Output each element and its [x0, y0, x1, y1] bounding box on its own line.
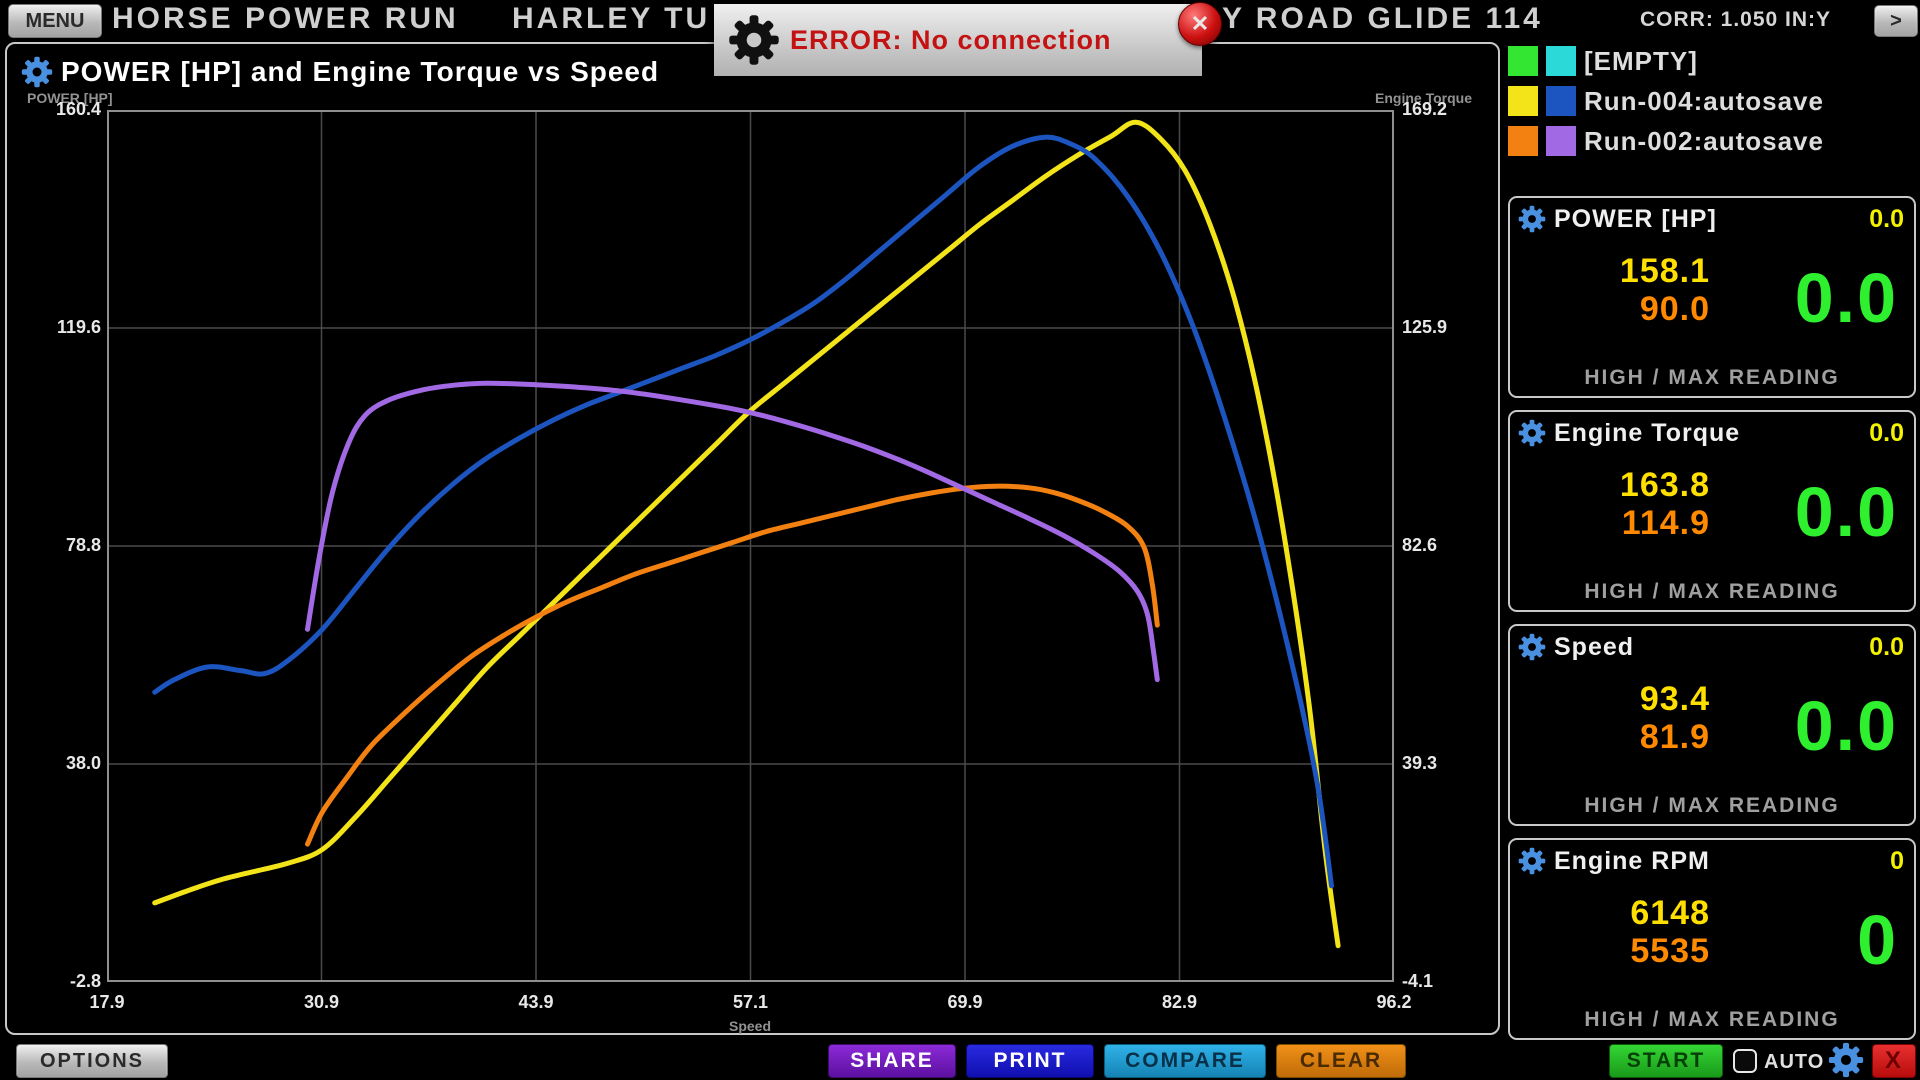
menu-button[interactable]: MENU	[8, 4, 102, 38]
chart-panel: POWER [HP] and Engine Torque vs Speed PO…	[5, 42, 1500, 1035]
panel-footer-label: HIGH / MAX READING	[1584, 580, 1840, 603]
share-button[interactable]: SHARE	[828, 1044, 956, 1078]
panel-live-value: 0.0	[1869, 204, 1904, 233]
panel-live-value: 0.0	[1869, 632, 1904, 661]
panel-title: Engine Torque	[1554, 418, 1741, 447]
legend-swatch	[1546, 46, 1576, 76]
error-close-icon[interactable]: ✕	[1178, 2, 1222, 46]
legend-row-run004[interactable]: Run-004:autosave	[1508, 84, 1824, 118]
x-tick-label: 69.9	[947, 992, 983, 1012]
metric-panel-speed: Speed 0.0 93.4 81.9 0.0 HIGH / MAX READI…	[1508, 624, 1916, 826]
panel-live-value: 0.0	[1869, 418, 1904, 447]
y-right-tick-label: 39.3	[1402, 753, 1438, 773]
run004-high-value: 6148	[1630, 894, 1710, 932]
close-app-button[interactable]: X	[1872, 1044, 1916, 1078]
run002-high-value: 114.9	[1621, 504, 1710, 542]
next-page-button[interactable]: >	[1874, 5, 1918, 37]
y-left-tick-label: 38.0	[65, 753, 101, 773]
x-tick-label: 17.9	[89, 992, 125, 1012]
y-right-tick-label: 82.6	[1402, 535, 1438, 555]
metric-panel-torque: Engine Torque 0.0 163.8 114.9 0.0 HIGH /…	[1508, 410, 1916, 612]
error-dialog: ERROR: No connection ✕	[714, 2, 1222, 76]
current-value: 0.0	[1794, 687, 1898, 765]
run002-high-value: 81.9	[1639, 718, 1710, 756]
x-axis-label: Speed	[728, 1018, 771, 1034]
panel-settings-gear-icon[interactable]	[1518, 205, 1546, 233]
legend-label: Run-002:autosave	[1584, 125, 1824, 156]
y-left-tick-label: -2.8	[69, 971, 101, 991]
chart-title: POWER [HP] and Engine Torque vs Speed	[61, 56, 660, 87]
legend-swatch	[1546, 126, 1576, 156]
legend-swatch	[1508, 86, 1538, 116]
x-tick-label: 43.9	[518, 992, 554, 1012]
correction-factor: CORR: 1.050 IN:Y	[1640, 8, 1832, 31]
run004-high-value: 93.4	[1639, 680, 1710, 718]
panel-title: Engine RPM	[1554, 846, 1710, 875]
start-button[interactable]: START	[1609, 1044, 1723, 1078]
vehicle-title-left: HARLEY TU	[512, 2, 711, 35]
y-left-tick-label: 160.4	[55, 99, 101, 119]
x-tick-label: 96.2	[1376, 992, 1412, 1012]
run002-high-value: 5535	[1630, 932, 1710, 970]
page-title: HORSE POWER RUN	[112, 2, 459, 35]
x-tick-label: 57.1	[732, 992, 769, 1012]
legend-row-run002[interactable]: Run-002:autosave	[1508, 124, 1824, 158]
panel-footer-label: HIGH / MAX READING	[1584, 794, 1840, 817]
error-message: ERROR: No connection	[790, 24, 1112, 55]
settings-gear-icon[interactable]	[1828, 1042, 1864, 1078]
panel-settings-gear-icon[interactable]	[1518, 419, 1546, 447]
right-axis-label: Engine Torque	[1375, 90, 1472, 106]
y-left-tick-label: 78.8	[65, 535, 101, 555]
current-value: 0.0	[1794, 259, 1898, 337]
auto-checkbox-label: AUTO	[1764, 1051, 1825, 1073]
panel-settings-gear-icon[interactable]	[1518, 847, 1546, 875]
run004-high-value: 163.8	[1619, 466, 1710, 504]
panel-footer-label: HIGH / MAX READING	[1584, 1008, 1840, 1031]
error-gear-icon	[728, 14, 780, 66]
clear-button[interactable]: CLEAR	[1276, 1044, 1406, 1078]
x-tick-label: 30.9	[303, 992, 340, 1012]
panel-title: Speed	[1554, 632, 1635, 661]
x-tick-label: 82.9	[1161, 992, 1198, 1012]
legend-swatch	[1508, 126, 1538, 156]
y-right-tick-label: 125.9	[1402, 317, 1448, 337]
panel-settings-gear-icon[interactable]	[1518, 633, 1546, 661]
run002-high-value: 90.0	[1639, 290, 1710, 328]
y-right-tick-label: 169.2	[1402, 99, 1448, 119]
run004-high-value: 158.1	[1619, 252, 1710, 290]
legend-label: [EMPTY]	[1584, 45, 1698, 76]
legend-swatch	[1546, 86, 1576, 116]
panel-title: POWER [HP]	[1554, 204, 1717, 233]
panel-footer-label: HIGH / MAX READING	[1584, 366, 1840, 389]
left-axis-label: POWER [HP]	[27, 90, 113, 106]
options-button[interactable]: OPTIONS	[16, 1044, 168, 1078]
auto-checkbox[interactable]	[1733, 1049, 1757, 1073]
y-left-tick-label: 119.6	[56, 317, 101, 337]
chart-plot	[107, 110, 1394, 982]
legend-row-empty[interactable]: [EMPTY]	[1508, 44, 1698, 78]
panel-live-value: 0	[1890, 846, 1904, 875]
vehicle-title-right: Y ROAD GLIDE 114	[1222, 2, 1543, 35]
legend-swatch	[1508, 46, 1538, 76]
metric-panel-rpm: Engine RPM 0 6148 5535 0 HIGH / MAX READ…	[1508, 838, 1916, 1040]
metric-panel-power: POWER [HP] 0.0 158.1 90.0 0.0 HIGH / MAX…	[1508, 196, 1916, 398]
current-value: 0.0	[1794, 473, 1898, 551]
print-button[interactable]: PRINT	[966, 1044, 1094, 1078]
legend-label: Run-004:autosave	[1584, 85, 1824, 116]
compare-button[interactable]: COMPARE	[1104, 1044, 1266, 1078]
y-right-tick-label: -4.1	[1402, 971, 1434, 991]
current-value: 0	[1857, 901, 1898, 979]
chart-settings-gear-icon[interactable]	[21, 56, 53, 88]
